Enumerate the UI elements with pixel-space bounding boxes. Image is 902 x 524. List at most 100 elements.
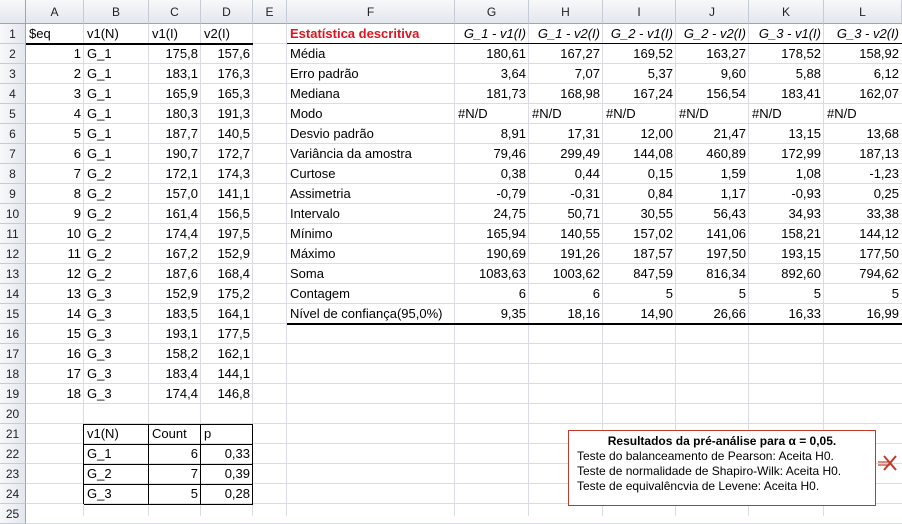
data-cell[interactable]: 172,7 [217, 146, 250, 161]
stats-value[interactable]: 56,43 [713, 206, 746, 221]
stats-value[interactable]: #N/D [679, 106, 709, 121]
stats-value[interactable]: #N/D [827, 106, 857, 121]
row-header-5[interactable]: 5 [0, 104, 26, 124]
stats-row-label[interactable]: Modo [290, 106, 323, 121]
stats-value[interactable]: 30,55 [640, 206, 673, 221]
stats-value[interactable]: 191,26 [560, 246, 600, 261]
stats-value[interactable]: 892,60 [781, 266, 821, 281]
stats-value[interactable]: -0,31 [570, 186, 600, 201]
stats-column-header[interactable]: G_3 - v1(I) [758, 26, 821, 41]
stats-value[interactable]: 847,59 [633, 266, 673, 281]
stats-value[interactable]: 156,54 [706, 86, 746, 101]
data-cell[interactable]: 162,1 [217, 346, 250, 361]
row-header-8[interactable]: 8 [0, 164, 26, 184]
stats-value[interactable]: 178,52 [781, 46, 821, 61]
stats-value[interactable]: #N/D [458, 106, 488, 121]
stats-value[interactable]: 167,27 [560, 46, 600, 61]
column-header-a[interactable]: A [26, 0, 84, 24]
data-cell[interactable]: 13 [66, 286, 81, 301]
row-header-23[interactable]: 23 [0, 464, 26, 484]
stats-value[interactable]: 162,07 [859, 86, 899, 101]
stats-value[interactable]: 140,55 [560, 226, 600, 241]
data-cell[interactable]: 183,1 [165, 66, 198, 81]
stats-value[interactable]: 167,24 [633, 86, 673, 101]
data-cell[interactable]: 4 [73, 106, 81, 121]
stats-value[interactable]: 816,34 [706, 266, 746, 281]
stats-value[interactable]: 144,12 [859, 226, 899, 241]
data-cell[interactable]: 8 [73, 186, 81, 201]
data-cell[interactable]: G_2 [87, 266, 112, 281]
data-cell[interactable]: 183,4 [165, 366, 198, 381]
data-cell[interactable]: G_1 [87, 66, 112, 81]
count-table-cell[interactable]: 5 [190, 486, 198, 501]
data-cell[interactable]: 11 [67, 246, 82, 261]
count-table-header[interactable]: Count [152, 426, 187, 441]
data-cell[interactable]: 176,3 [217, 66, 250, 81]
stats-value[interactable]: 183,41 [781, 86, 821, 101]
stats-row-label[interactable]: Mediana [290, 86, 340, 101]
stats-column-header[interactable]: G_1 - v2(I) [537, 26, 600, 41]
select-all-corner[interactable] [0, 0, 26, 24]
stats-value[interactable]: 34,93 [788, 206, 821, 221]
stats-value[interactable]: 794,62 [859, 266, 899, 281]
data-cell[interactable]: 193,1 [165, 326, 198, 341]
stats-title[interactable]: Estatística descritiva [290, 26, 420, 41]
stats-value[interactable]: 141,06 [706, 226, 746, 241]
column-header-d[interactable]: D [201, 0, 253, 24]
stats-value[interactable]: 0,38 [500, 166, 526, 181]
stats-value[interactable]: 187,57 [633, 246, 673, 261]
row-header-20[interactable]: 20 [0, 404, 26, 424]
data-cell[interactable]: G_2 [87, 226, 112, 241]
stats-row-label[interactable]: Contagem [290, 286, 350, 301]
data-cell[interactable]: 152,9 [217, 246, 250, 261]
count-table-cell[interactable]: 7 [190, 466, 198, 481]
row-header-13[interactable]: 13 [0, 264, 26, 284]
stats-value[interactable]: 12,00 [640, 126, 673, 141]
data-header[interactable]: v1(I) [152, 26, 178, 41]
data-header[interactable]: v1(N) [87, 26, 119, 41]
row-header-15[interactable]: 15 [0, 304, 26, 324]
row-header-10[interactable]: 10 [0, 204, 26, 224]
stats-value[interactable]: 5,88 [795, 66, 821, 81]
stats-value[interactable]: 163,27 [706, 46, 746, 61]
data-cell[interactable]: G_1 [87, 106, 112, 121]
data-cell[interactable]: 167,2 [165, 246, 198, 261]
data-cell[interactable]: G_3 [87, 346, 112, 361]
stats-value[interactable]: 5 [738, 286, 746, 301]
data-cell[interactable]: 172,1 [165, 166, 198, 181]
stats-value[interactable]: #N/D [752, 106, 782, 121]
row-header-7[interactable]: 7 [0, 144, 26, 164]
stats-value[interactable]: 172,99 [781, 146, 821, 161]
column-header-e[interactable]: E [253, 0, 287, 24]
stats-value[interactable]: 79,46 [493, 146, 526, 161]
stats-value[interactable]: 13,15 [788, 126, 821, 141]
stats-value[interactable]: #N/D [532, 106, 562, 121]
stats-value[interactable]: 158,21 [781, 226, 821, 241]
data-cell[interactable]: 14 [66, 306, 81, 321]
data-cell[interactable]: 12 [66, 266, 81, 281]
stats-value[interactable]: 0,84 [647, 186, 673, 201]
data-cell[interactable]: 3 [73, 86, 81, 101]
stats-value[interactable]: 168,98 [560, 86, 600, 101]
stats-value[interactable]: 299,49 [560, 146, 600, 161]
data-cell[interactable]: 156,5 [217, 206, 250, 221]
data-cell[interactable]: 180,3 [165, 106, 198, 121]
stats-value[interactable]: 5,37 [647, 66, 673, 81]
stats-value[interactable]: 187,13 [859, 146, 899, 161]
stats-value[interactable]: 197,50 [706, 246, 746, 261]
stats-value[interactable]: 180,61 [486, 46, 526, 61]
stats-value[interactable]: 16,99 [866, 306, 899, 321]
column-header-c[interactable]: C [149, 0, 201, 24]
stats-row-label[interactable]: Variância da amostra [290, 146, 412, 161]
data-cell[interactable]: 18 [66, 386, 81, 401]
stats-value[interactable]: 169,52 [633, 46, 673, 61]
data-cell[interactable]: G_3 [87, 386, 112, 401]
column-header-g[interactable]: G [455, 0, 529, 24]
count-table-cell[interactable]: G_2 [87, 466, 112, 481]
row-header-21[interactable]: 21 [0, 424, 26, 444]
stats-row-label[interactable]: Nível de confiança(95,0%) [290, 306, 443, 321]
count-table-cell[interactable]: 0,39 [224, 466, 250, 481]
data-cell[interactable]: 7 [73, 166, 81, 181]
stats-row-label[interactable]: Soma [290, 266, 324, 281]
data-cell[interactable]: 10 [66, 226, 81, 241]
